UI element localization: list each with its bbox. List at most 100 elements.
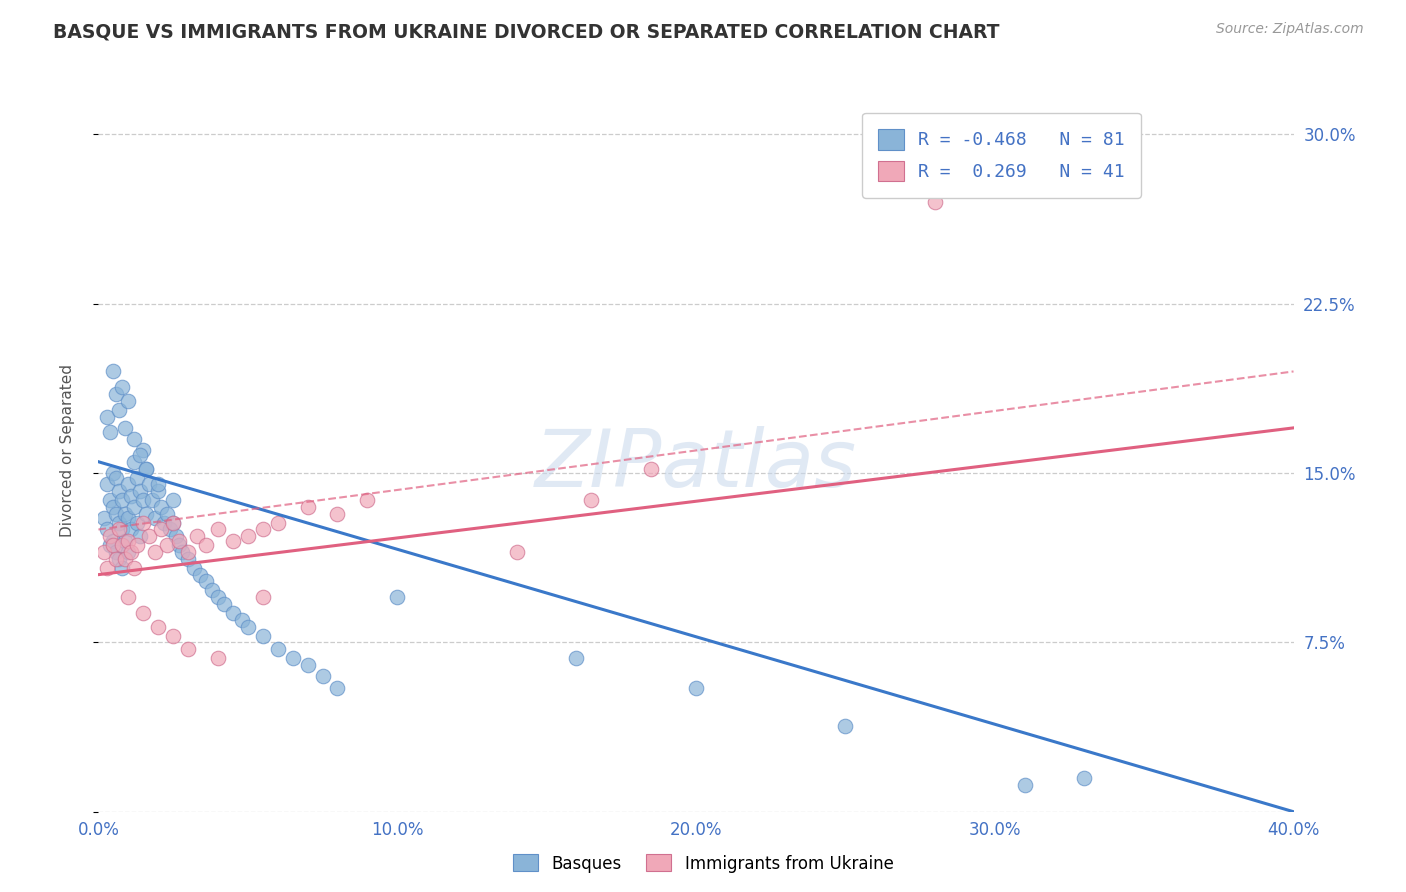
Point	[236, 529, 259, 543]
Point	[103, 466, 125, 480]
Point	[111, 561, 134, 575]
Point	[132, 443, 155, 458]
Point	[138, 477, 160, 491]
Point	[98, 493, 122, 508]
Point	[135, 461, 157, 475]
Point	[117, 591, 139, 605]
Point	[108, 551, 131, 566]
Point	[297, 657, 319, 672]
Point	[177, 551, 200, 566]
Point	[98, 538, 122, 552]
Point	[162, 629, 184, 643]
Point	[267, 642, 290, 657]
Point	[201, 583, 224, 598]
Point	[252, 523, 274, 537]
Point	[93, 545, 115, 559]
Point	[267, 516, 290, 530]
Point	[385, 591, 409, 605]
Point	[96, 477, 118, 491]
Point	[207, 523, 229, 537]
Point	[135, 461, 157, 475]
Point	[111, 523, 134, 537]
Point	[148, 484, 170, 499]
Point	[108, 516, 131, 530]
Point	[93, 511, 115, 525]
Point	[148, 477, 170, 491]
Point	[111, 380, 134, 394]
Point	[124, 432, 146, 446]
Point	[127, 470, 149, 484]
Point	[506, 545, 529, 559]
Point	[120, 489, 142, 503]
Point	[156, 507, 179, 521]
Point	[120, 523, 142, 537]
Point	[162, 516, 184, 530]
Point	[281, 651, 304, 665]
Point	[222, 533, 245, 548]
Point	[207, 651, 229, 665]
Point	[165, 529, 187, 543]
Point	[162, 516, 184, 530]
Text: BASQUE VS IMMIGRANTS FROM UKRAINE DIVORCED OR SEPARATED CORRELATION CHART: BASQUE VS IMMIGRANTS FROM UKRAINE DIVORC…	[53, 22, 1000, 41]
Point	[326, 507, 349, 521]
Point	[103, 533, 125, 548]
Y-axis label: Divorced or Separated: Divorced or Separated	[60, 364, 75, 537]
Point	[924, 195, 946, 210]
Point	[129, 484, 152, 499]
Text: ZIPatlas: ZIPatlas	[534, 425, 858, 504]
Point	[124, 500, 146, 514]
Point	[117, 511, 139, 525]
Point	[834, 719, 856, 733]
Point	[108, 484, 131, 499]
Point	[117, 393, 139, 408]
Point	[132, 606, 155, 620]
Point	[114, 533, 136, 548]
Point	[124, 455, 146, 469]
Point	[186, 529, 208, 543]
Point	[311, 669, 333, 683]
Point	[297, 500, 319, 514]
Point	[111, 538, 134, 552]
Point	[105, 507, 128, 521]
Legend: Basques, Immigrants from Ukraine: Basques, Immigrants from Ukraine	[506, 847, 900, 880]
Point	[153, 516, 176, 530]
Point	[231, 613, 253, 627]
Point	[108, 523, 131, 537]
Point	[105, 551, 128, 566]
Point	[167, 533, 190, 548]
Point	[138, 529, 160, 543]
Point	[132, 493, 155, 508]
Point	[356, 493, 378, 508]
Point	[159, 523, 181, 537]
Point	[129, 448, 152, 462]
Point	[222, 606, 245, 620]
Point	[108, 402, 131, 417]
Point	[132, 516, 155, 530]
Point	[124, 561, 146, 575]
Point	[252, 591, 274, 605]
Point	[177, 642, 200, 657]
Point	[114, 551, 136, 566]
Point	[195, 574, 218, 589]
Point	[183, 561, 205, 575]
Point	[105, 470, 128, 484]
Point	[252, 629, 274, 643]
Point	[120, 545, 142, 559]
Point	[195, 538, 218, 552]
Point	[150, 523, 173, 537]
Point	[236, 619, 259, 633]
Point	[103, 364, 125, 378]
Point	[188, 567, 211, 582]
Point	[150, 500, 173, 514]
Point	[127, 538, 149, 552]
Point	[1073, 771, 1095, 785]
Point	[177, 545, 200, 559]
Point	[685, 681, 707, 695]
Point	[98, 425, 122, 440]
Point	[135, 507, 157, 521]
Point	[117, 545, 139, 559]
Point	[565, 651, 588, 665]
Point	[326, 681, 349, 695]
Point	[143, 545, 166, 559]
Point	[207, 591, 229, 605]
